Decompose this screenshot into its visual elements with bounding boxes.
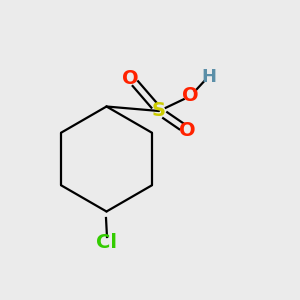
Text: O: O (179, 121, 196, 140)
Text: O: O (182, 86, 199, 106)
Text: O: O (122, 68, 139, 88)
Text: H: H (201, 68, 216, 85)
Text: S: S (152, 101, 166, 121)
Text: Cl: Cl (96, 233, 117, 253)
